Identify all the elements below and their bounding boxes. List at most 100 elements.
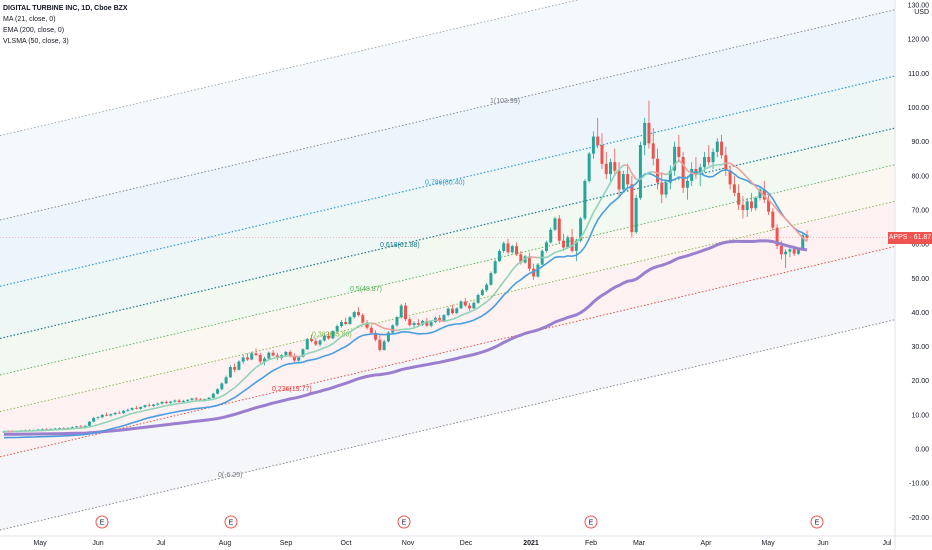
ma-21-line [341,333,347,338]
time-tick-label: Jul [883,540,892,547]
time-axis[interactable]: May Jun Jul Aug Sep Oct Nov Dec 2021 Feb Mar Apr May… [0,535,932,547]
ma-21-line [127,412,133,416]
ma-21-line [290,355,295,358]
candle-body [216,389,220,394]
last-price-label: APPS · 61.87 [888,231,932,244]
candle-body [314,341,318,345]
price-tick-label: 20.00 [911,378,929,385]
candle-body [438,317,442,321]
candle-body [647,122,651,144]
ma-21-line [469,309,475,313]
legend-vlsma[interactable]: VLSMA (50, close, 3) [3,38,69,45]
ma-21-line [161,404,167,408]
ma-21-line [383,327,389,330]
candle-body [493,261,497,274]
earnings-marker-label: E [589,520,594,527]
ma-21-line [174,402,180,405]
candle-body [237,361,241,370]
ma-21-line [277,355,282,359]
time-tick-label: Aug [219,540,232,547]
ma-21-line [708,164,714,168]
price-tag-value: 61.87 [913,233,932,241]
candle-body [352,312,356,318]
candle-body [113,412,117,415]
candle-body [784,251,788,255]
legend-ma[interactable]: MA (21, close, 0) [3,16,56,23]
ma-21-line [439,319,445,323]
ma-21-line [507,269,513,277]
candle-body [455,308,459,314]
candle-body [685,180,689,188]
ma-21-line [311,350,317,354]
candle-body [485,284,489,291]
ma-21-line [281,355,287,358]
candle-body [194,398,198,400]
ma-21-line [763,195,770,201]
fib-level-label[interactable]: 0.236(19.77) [272,386,312,393]
candle-body [263,358,267,362]
candle-body [310,339,314,342]
ma-21-line [456,314,462,319]
fib-level-label[interactable]: 0.618(61.88) [380,242,420,249]
price-tick-label: 130.00 [908,3,930,10]
fib-band [0,0,895,220]
ma-21-line [332,339,338,345]
ma-21-line [179,402,184,405]
time-tick-label: Mar [633,540,646,547]
ma-21-line [106,419,112,423]
ma-21-line [388,328,393,331]
candle-body [365,322,369,328]
ma-21-line [653,171,658,174]
fib-level-label[interactable]: 0.786(80.40) [425,179,465,186]
ma-21-line [789,223,795,229]
candle-body [245,357,249,360]
candle-body [378,339,382,350]
price-tag-ticker: APPS [888,233,908,241]
fib-level-label[interactable]: 0.5(48.87) [350,286,382,293]
time-tick-label: Dec [460,540,473,547]
candle-body [634,197,638,233]
price-axis[interactable]: 130.00 120.00 110.00 100.00 90.00 80.00 70.00 6… [894,0,930,550]
ma-21-line [733,165,740,170]
candle-body [391,325,395,333]
candle-body [450,308,454,314]
candle-body [395,317,399,326]
fib-level-label[interactable]: 0(-6.25) [218,472,243,479]
candle-body [698,167,702,175]
candle-body [583,180,587,219]
ma-21-line [639,174,646,180]
price-tick-label: -20.00 [909,515,929,522]
fib-channel-bands [0,0,895,457]
candle-body [677,146,681,158]
fib-line [0,319,896,531]
ma-21-line [494,286,501,294]
ma-21-line [187,400,193,404]
candle-body [626,174,630,185]
candle-body [621,174,625,190]
ma-21-line [609,174,616,184]
candle-body [177,400,181,402]
candle-body [58,428,62,429]
price-tick-label: 80.00 [911,173,929,180]
candle-body [130,408,134,410]
ma-21-line [413,325,419,329]
ma-21-line [682,164,689,171]
candle-body [429,321,433,326]
fib-level-label[interactable]: 1(103.99) [490,98,520,105]
candle-body [502,243,506,251]
ma-21-line [422,321,428,325]
candle-body [754,197,758,209]
candle-body [796,248,800,254]
legend-ema[interactable]: EMA (200, close, 0) [3,27,65,34]
candle-body [574,240,578,251]
time-tick-label: Jul [157,540,166,547]
ma-21-line [324,345,329,349]
candle-body [442,315,446,321]
ma-21-line [601,189,607,198]
candle-body [660,182,664,195]
legend-symbol-title[interactable]: DIGITAL TURBINE INC, 1D, Cboe BZX [3,5,128,12]
ma-21-line [315,348,321,353]
